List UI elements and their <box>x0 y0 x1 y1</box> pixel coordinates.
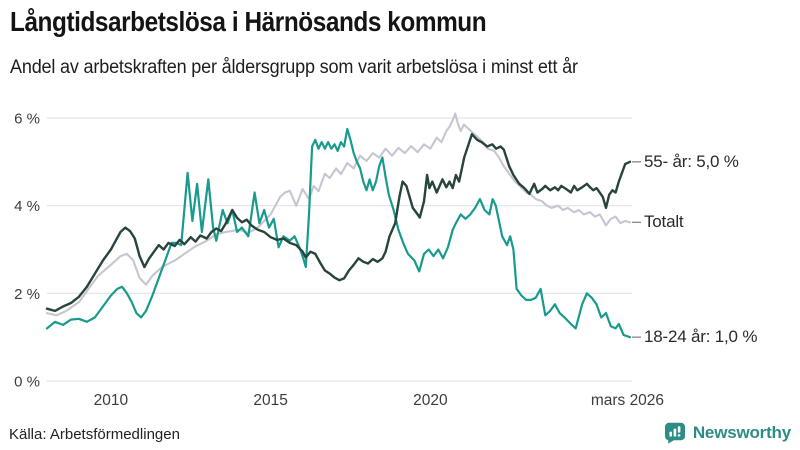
series-label-totalt: Totalt <box>644 212 684 232</box>
line-chart: 0 % 2 % 4 % 6 % 2010 2015 2020 mars 2026 55- år… <box>0 95 800 410</box>
series-label-55: 55- år: 5,0 % <box>644 151 739 171</box>
newsworthy-logo[interactable]: Newsworthy <box>664 422 791 444</box>
chart-svg: 0 % 2 % 4 % 6 % 2010 2015 2020 mars 2026 <box>14 111 664 410</box>
series-line-Totalt <box>45 112 632 317</box>
y-tick-label: 4 % <box>14 198 40 215</box>
y-tick-label: 6 % <box>14 111 40 128</box>
page-title: Långtidsarbetslösa i Härnösands kommun <box>10 6 487 37</box>
series-line-18-24år <box>45 127 632 339</box>
series-line-55-år <box>45 133 632 313</box>
newsworthy-wordmark: Newsworthy <box>692 423 791 442</box>
series-label-18-24: 18-24 år: 1,0 % <box>644 327 758 347</box>
y-tick-label: 0 % <box>14 374 40 391</box>
chart-subtitle: Andel av arbetskraften per åldersgrupp s… <box>10 57 578 78</box>
x-tick-label: 2010 <box>94 392 129 409</box>
source-caption: Källa: Arbetsförmedlingen <box>9 426 180 443</box>
y-tick-label: 2 % <box>14 286 40 303</box>
x-tick-label: 2020 <box>413 392 448 409</box>
x-tick-label: mars 2026 <box>591 392 664 409</box>
bar-chart-speech-bubble-icon <box>664 422 686 444</box>
x-tick-label: 2015 <box>253 392 287 409</box>
